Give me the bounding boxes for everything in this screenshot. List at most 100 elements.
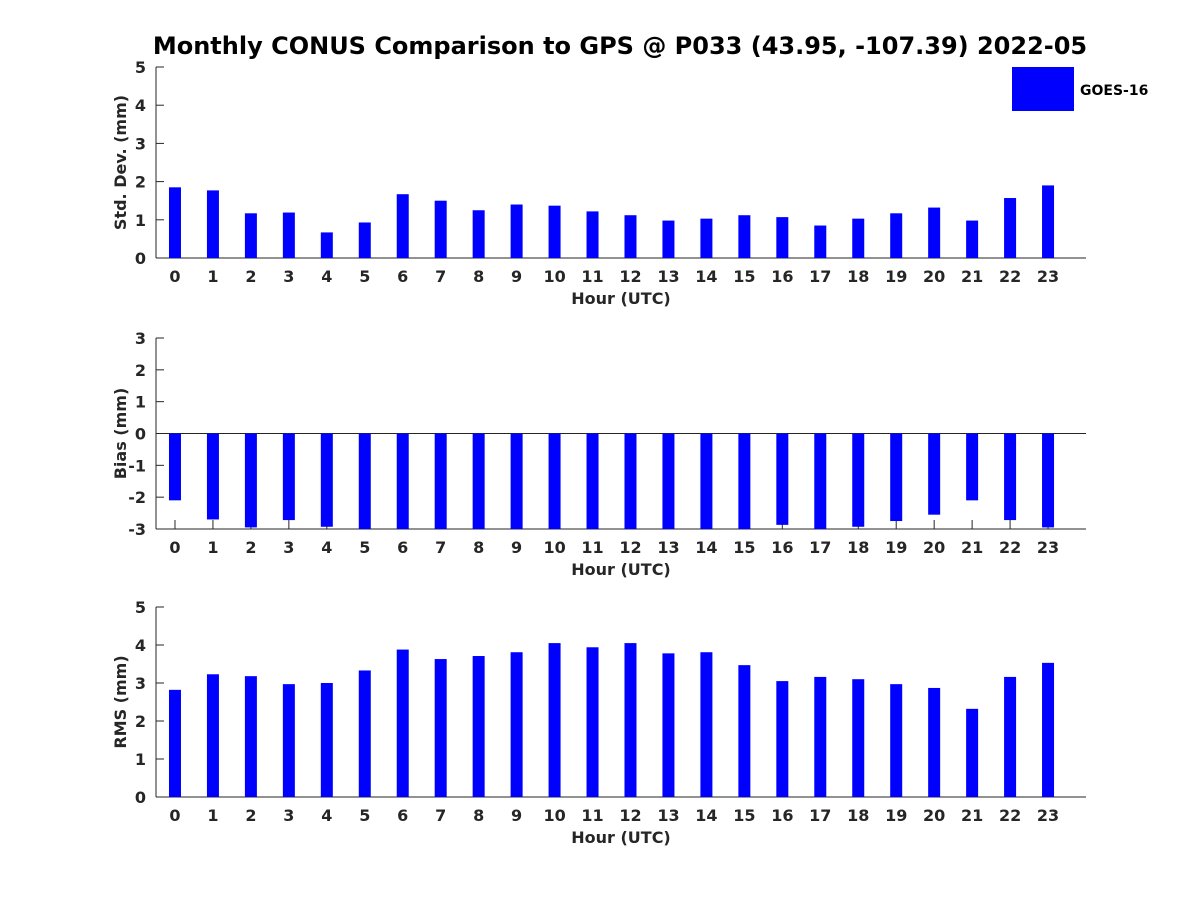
x-tick-label: 19 (885, 538, 907, 557)
bar (586, 211, 599, 258)
x-tick-label: 12 (619, 267, 641, 286)
x-tick-label: 12 (619, 806, 641, 825)
y-axis-label: RMS (mm) (111, 655, 130, 748)
bar (662, 220, 675, 258)
y-tick-label: 5 (135, 58, 146, 77)
y-tick-label: 1 (135, 750, 146, 769)
bar (814, 433, 827, 529)
y-tick-label: 1 (135, 393, 146, 412)
bar (700, 218, 713, 258)
bar (1004, 433, 1017, 521)
x-tick-label: 7 (435, 806, 446, 825)
bar (852, 218, 865, 258)
bar (700, 433, 713, 529)
x-tick-label: 11 (581, 538, 603, 557)
x-tick-label: 5 (359, 267, 370, 286)
x-tick-label: 7 (435, 538, 446, 557)
x-tick-label: 10 (543, 538, 565, 557)
x-tick-label: 18 (847, 538, 869, 557)
bar (738, 433, 751, 529)
bar (586, 647, 599, 797)
x-tick-label: 9 (511, 267, 522, 286)
bar (396, 194, 409, 258)
bar (206, 433, 219, 520)
bar (662, 433, 675, 529)
bar (244, 433, 257, 528)
bar (548, 205, 561, 258)
bar (282, 433, 295, 521)
x-tick-label: 9 (511, 806, 522, 825)
bar (472, 433, 485, 529)
bar (1042, 662, 1055, 797)
x-tick-label: 1 (207, 806, 218, 825)
x-tick-label: 5 (359, 806, 370, 825)
y-tick-label: 2 (135, 712, 146, 731)
bar (548, 643, 561, 797)
bar (168, 689, 181, 797)
y-tick-label: -1 (128, 456, 146, 475)
x-tick-label: 19 (885, 806, 907, 825)
x-tick-label: 4 (321, 538, 332, 557)
bar (776, 217, 789, 258)
x-tick-label: 21 (961, 538, 983, 557)
bar (244, 676, 257, 797)
bar (282, 684, 295, 797)
bar (206, 190, 219, 258)
x-tick-label: 8 (473, 267, 484, 286)
bar (434, 659, 447, 797)
bar (586, 433, 599, 529)
x-tick-label: 20 (923, 267, 945, 286)
bar (700, 652, 713, 797)
x-tick-label: 1 (207, 267, 218, 286)
x-tick-label: 12 (619, 538, 641, 557)
x-tick-label: 20 (923, 806, 945, 825)
x-tick-label: 14 (695, 538, 717, 557)
bar (966, 708, 979, 797)
bar (890, 684, 903, 797)
bar (814, 676, 827, 797)
bar (738, 215, 751, 258)
x-tick-label: 16 (771, 538, 793, 557)
bar (168, 187, 181, 258)
bar (624, 215, 637, 258)
x-tick-label: 6 (397, 538, 408, 557)
x-tick-label: 10 (543, 806, 565, 825)
x-tick-label: 22 (999, 538, 1021, 557)
bar (1042, 185, 1055, 258)
x-tick-label: 17 (809, 267, 831, 286)
bar (510, 204, 523, 258)
x-tick-label: 5 (359, 538, 370, 557)
x-axis-label: Hour (UTC) (571, 289, 671, 308)
bar (168, 433, 181, 501)
y-tick-label: 0 (135, 249, 146, 268)
x-tick-label: 18 (847, 267, 869, 286)
bar (396, 433, 409, 529)
y-tick-label: 0 (135, 425, 146, 444)
y-axis-label: Bias (mm) (111, 388, 130, 480)
y-tick-label: 3 (135, 674, 146, 693)
x-tick-label: 0 (169, 267, 180, 286)
x-tick-label: 8 (473, 806, 484, 825)
bar (358, 433, 371, 529)
chart-title: Monthly CONUS Comparison to GPS @ P033 (… (153, 32, 1087, 60)
x-tick-label: 17 (809, 538, 831, 557)
y-axis-label: Std. Dev. (mm) (111, 95, 130, 230)
x-tick-label: 22 (999, 806, 1021, 825)
bar (890, 213, 903, 258)
x-tick-label: 22 (999, 267, 1021, 286)
x-tick-label: 0 (169, 538, 180, 557)
bar (776, 433, 789, 525)
y-tick-label: 3 (135, 134, 146, 153)
bar (396, 649, 409, 797)
x-tick-label: 6 (397, 806, 408, 825)
x-tick-label: 1 (207, 538, 218, 557)
x-tick-label: 18 (847, 806, 869, 825)
x-tick-label: 2 (245, 267, 256, 286)
x-tick-label: 15 (733, 806, 755, 825)
x-tick-label: 23 (1037, 538, 1059, 557)
x-tick-label: 9 (511, 538, 522, 557)
bar (282, 212, 295, 258)
